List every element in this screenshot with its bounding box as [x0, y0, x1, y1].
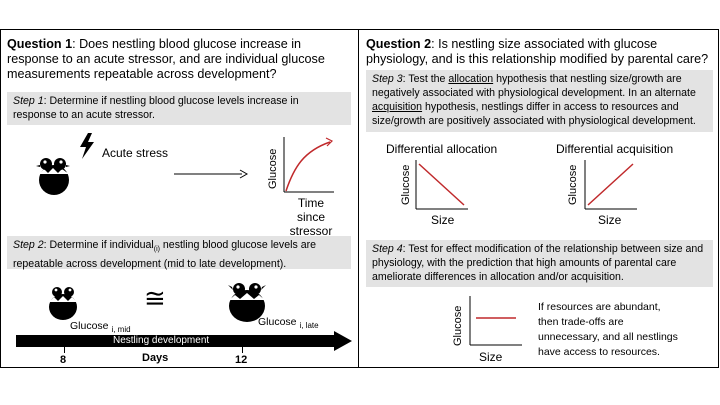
column-divider [358, 29, 359, 368]
stress-graph-y-label: Glucose [267, 148, 279, 189]
glucose-late-sub: i, late [299, 321, 319, 331]
step-1-label: Step 1 [13, 95, 44, 107]
care-note-line-2: then trade-offs are [538, 316, 624, 328]
care-note: If resources are abundant, then trade-of… [538, 300, 678, 360]
step-4-box: Step 4: Test for effect modification of … [366, 240, 713, 287]
care-note-line-3: unnecessary, and all nestlings [538, 331, 678, 343]
tick-label-12: 12 [235, 354, 248, 366]
development-arrow-label: Nestling development [113, 335, 210, 346]
question-1: Question 1: Does nestling blood glucose … [7, 37, 352, 82]
care-note-line-1: If resources are abundant, [538, 301, 661, 313]
allocation-term: allocation [448, 73, 494, 85]
allocation-graph [415, 160, 468, 210]
step-4-label: Step 4 [372, 243, 403, 255]
acquisition-x-label: Size [598, 213, 622, 227]
step-1-box: Step 1: Determine if nestling blood gluc… [7, 92, 351, 125]
step-3-text-a: : Test the [402, 73, 449, 85]
allocation-y-label: Glucose [400, 164, 412, 205]
tick-label-8: 8 [60, 354, 67, 366]
step-3-text-b: hypothesis that nestling size/growth are… [372, 73, 696, 99]
question-1-label: Question 1 [7, 37, 73, 51]
care-graph [469, 296, 522, 346]
x-label-line-2: stressor [289, 224, 333, 238]
care-y-label: Glucose [452, 305, 464, 346]
step-3-text-c: hypothesis, nestlings differ in access t… [372, 101, 696, 127]
glucose-mid-text: Glucose [70, 320, 109, 332]
nestling-icon-late [228, 283, 266, 322]
step-2-text-b: nestling blood glucose levels are repeat… [13, 239, 317, 271]
question-2-text: : Is nestling size associated with gluco… [366, 37, 709, 66]
acquisition-graph [584, 160, 637, 210]
glucose-late-label: Glucose i, late [258, 316, 319, 330]
question-2-label: Question 2 [366, 37, 432, 51]
nestling-icon-mid [49, 287, 77, 320]
days-label: Days [142, 352, 169, 364]
tick-mark-12 [242, 347, 243, 353]
glucose-late-text: Glucose [258, 316, 297, 328]
development-arrow [16, 331, 352, 351]
figure-frame [0, 29, 719, 368]
step-2-box: Step 2: Determine if individual(i) nestl… [7, 236, 351, 271]
allocation-negative-line [418, 163, 465, 206]
acquisition-term: acquisition [372, 101, 423, 113]
acquisition-positive-line [587, 163, 634, 206]
question-2: Question 2: Is nestling size associated … [366, 37, 716, 67]
stress-response-graph [283, 137, 334, 193]
acute-stress-label: Acute stress [102, 146, 169, 160]
stress-arrow [174, 169, 249, 179]
allocation-title: Differential allocation [386, 142, 498, 156]
glucose-mid-label: Glucose i, mid [70, 320, 131, 334]
care-note-line-4: have access to resources. [538, 346, 660, 358]
x-label-line-1: Time since [296, 196, 325, 224]
acquisition-title: Differential acquisition [556, 142, 674, 156]
step-2-text-a: : Determine if individual [43, 239, 154, 251]
approx-equal-symbol: ≅ [144, 284, 166, 314]
glucose-mid-sub: i, mid [111, 325, 131, 335]
stress-graph-x-label: Time since stressor [283, 196, 339, 238]
stress-response-curve [285, 141, 331, 192]
step-1-text: : Determine if nestling blood glucose le… [13, 95, 299, 121]
question-1-text: : Does nestling blood glucose increase i… [7, 37, 325, 81]
tick-mark-8 [64, 347, 65, 353]
care-x-label: Size [479, 350, 503, 364]
nestling-icon-stress [36, 158, 70, 195]
acquisition-y-label: Glucose [567, 164, 579, 205]
step-4-text: : Test for effect modification of the re… [372, 243, 704, 283]
step-3-label: Step 3 [372, 73, 403, 85]
lightning-icon [80, 133, 94, 159]
step-2-label: Step 2 [13, 239, 44, 251]
step-3-box: Step 3: Test the allocation hypothesis t… [366, 70, 713, 132]
allocation-x-label: Size [431, 213, 455, 227]
step-2-sub: (i) [153, 246, 160, 254]
